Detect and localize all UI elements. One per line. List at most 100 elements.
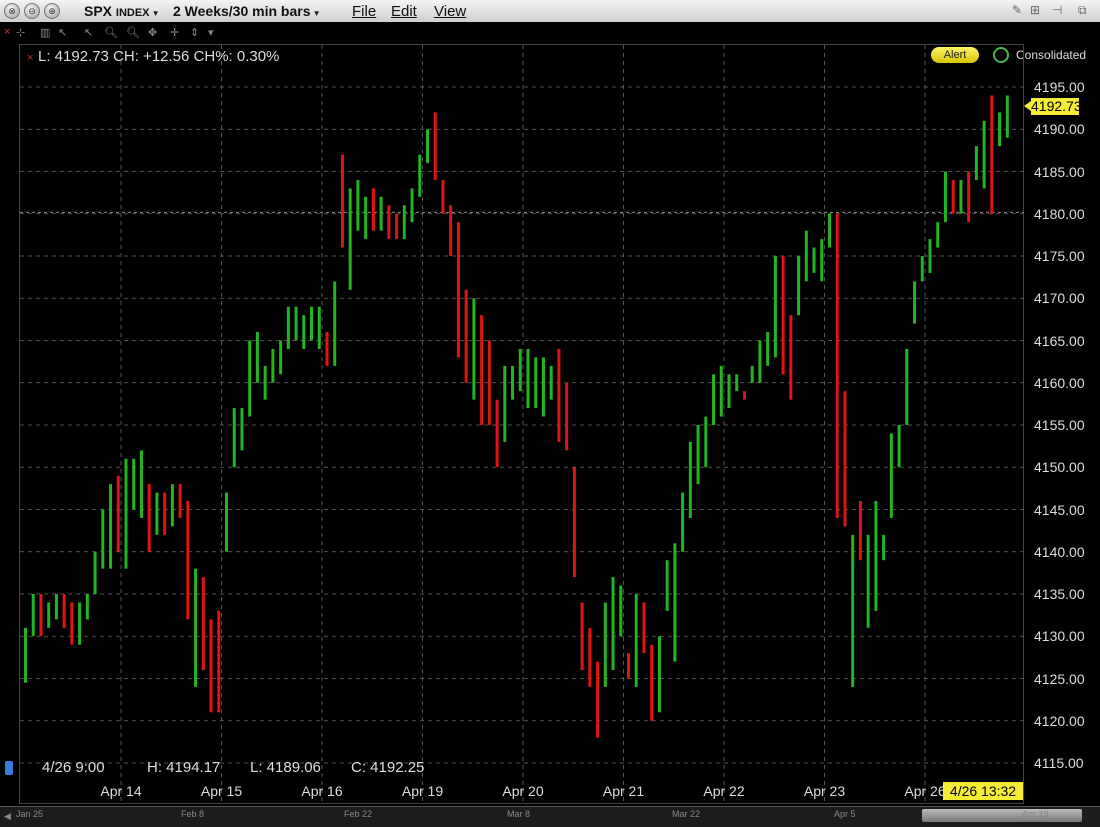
chart-type-icon[interactable]: ▥ [40, 27, 51, 39]
ohlc-bar [603, 602, 607, 687]
ohlc-bar [24, 627, 27, 683]
ohlc-bar [843, 391, 847, 527]
y-tick-label: 4185.00 [1034, 163, 1085, 180]
y-tick-label: 4135.00 [1034, 586, 1085, 602]
ohlc-bar [789, 315, 793, 400]
zoom-out-icon[interactable]: 🔍︎ [126, 27, 140, 39]
ohlc-bar [441, 179, 445, 214]
menu-edit[interactable]: Edit [391, 3, 417, 20]
ohlc-bar [719, 365, 723, 417]
nav-label: Apr 5 [834, 809, 856, 819]
ohlc-bar [766, 332, 770, 366]
x-tick-label: Apr 22 [703, 783, 745, 799]
ohlc-bar [402, 205, 406, 240]
ohlc-bar [364, 196, 368, 240]
ohlc-bar [580, 602, 584, 671]
zoom-in-icon[interactable]: 🔍︎ [104, 27, 118, 39]
fit-icon[interactable]: ⇕ [190, 27, 200, 39]
ohlc-bar [163, 492, 167, 535]
x-tick-label: Apr 21 [602, 783, 645, 799]
price-tag-arrow [1024, 101, 1031, 111]
nav-label: Feb 22 [344, 809, 373, 819]
close-icon[interactable]: ⊗ [4, 3, 20, 19]
detach-icon[interactable]: ⧉ [1078, 3, 1087, 17]
ohlc-bar [333, 281, 337, 366]
crosshair-icon[interactable]: ⊹ [16, 27, 26, 39]
ohlc-bar [828, 213, 831, 248]
y-tick-label: 4120.00 [1034, 712, 1085, 729]
x-tick-label: Apr 23 [803, 783, 846, 799]
ohlc-bar [897, 425, 901, 468]
bar-low-readout: L: 4189.06 [250, 759, 321, 776]
ohlc-bar [742, 391, 746, 400]
consolidated-label[interactable]: Consolidated [1016, 48, 1087, 62]
nav-label: Apr 19 [1022, 809, 1049, 819]
ohlc-bar [634, 594, 638, 687]
ohlc-bar [758, 340, 762, 383]
ohlc-bar [572, 467, 576, 578]
time-navigator[interactable]: ◀ Jan 25 Feb 8 Feb 22 Mar 8 Mar 22 Apr 5… [0, 806, 1100, 827]
top-readout: L: 4192.73 CH: +12.56 CH%: 0.30% [38, 48, 280, 65]
ohlc-bar [147, 484, 151, 552]
menu-view[interactable]: View [434, 3, 467, 20]
maximize-icon[interactable]: ⊕ [44, 3, 60, 19]
minimize-icon[interactable]: ⊖ [24, 3, 40, 19]
ohlc-bar [317, 306, 321, 349]
bookmark-icon[interactable] [5, 761, 13, 775]
ohlc-bar [750, 365, 754, 383]
alert-button[interactable]: Alert [931, 47, 979, 63]
pin-icon[interactable]: ⊣ [1052, 3, 1063, 17]
ohlc-bar [340, 154, 344, 248]
x-tick-label: Apr 19 [401, 783, 444, 799]
ohlc-bar [371, 188, 375, 231]
ohlc-bar [78, 602, 82, 645]
menu-file[interactable]: File [352, 3, 377, 20]
group-icon[interactable]: ⊞ [1030, 3, 1041, 17]
ohlc-bar [905, 348, 909, 425]
ohlc-bar [178, 484, 182, 518]
ohlc-bar [681, 492, 685, 552]
scroll-left-icon[interactable]: ◀ [4, 811, 11, 821]
ohlc-bar [928, 239, 932, 273]
y-tick-label: 4150.00 [1034, 459, 1085, 476]
last-price-tag: 4192.73 [1031, 98, 1082, 115]
ohlc-bar [255, 332, 259, 383]
ohlc-bar [62, 594, 66, 628]
x-tick-label: Apr 15 [200, 783, 243, 799]
ohlc-bar [201, 577, 205, 671]
ohlc-bar [712, 374, 716, 425]
ohlc-bar [727, 374, 731, 409]
ohlc-bar [101, 509, 105, 569]
bar-high-readout: H: 4194.17 [147, 759, 221, 776]
ohlc-bar [913, 281, 917, 324]
move-icon[interactable]: ✛ [170, 27, 180, 39]
draw-icon[interactable]: ↖ [58, 27, 68, 39]
ohlc-bar [132, 458, 136, 510]
x-tick-label: Apr 26 [904, 783, 946, 799]
refresh-icon[interactable] [993, 47, 1009, 63]
y-tick-label: 4165.00 [1034, 332, 1085, 349]
ohlc-bar [70, 602, 74, 645]
y-tick-label: 4175.00 [1034, 248, 1085, 264]
pan-icon[interactable]: ✥ [148, 27, 158, 39]
ohlc-bar [54, 594, 58, 620]
ohlc-bar [518, 348, 522, 392]
ohlc-bar [511, 365, 515, 400]
dropdown-icon[interactable]: ▾ [208, 27, 214, 39]
ohlc-bar [541, 357, 545, 417]
ohlc-bar [650, 644, 654, 721]
navigator-thumb[interactable] [922, 809, 1082, 822]
cursor-icon[interactable]: ↖ [84, 27, 94, 39]
symbol-selector[interactable]: SPX INDEX ▾ [84, 3, 158, 19]
ohlc-bar [889, 433, 893, 518]
ohlc-bar [858, 501, 862, 561]
link-icon[interactable]: ✎ [1012, 3, 1023, 17]
y-tick-label: 4140.00 [1034, 543, 1085, 560]
close-small-icon[interactable]: × [27, 52, 34, 64]
ohlc-bar [426, 129, 429, 164]
bar-close-readout: C: 4192.25 [351, 759, 425, 776]
nav-label: Mar 22 [672, 809, 701, 819]
close-small-icon[interactable]: × [4, 26, 11, 38]
timeframe-selector[interactable]: 2 Weeks/30 min bars ▾ [173, 3, 319, 19]
